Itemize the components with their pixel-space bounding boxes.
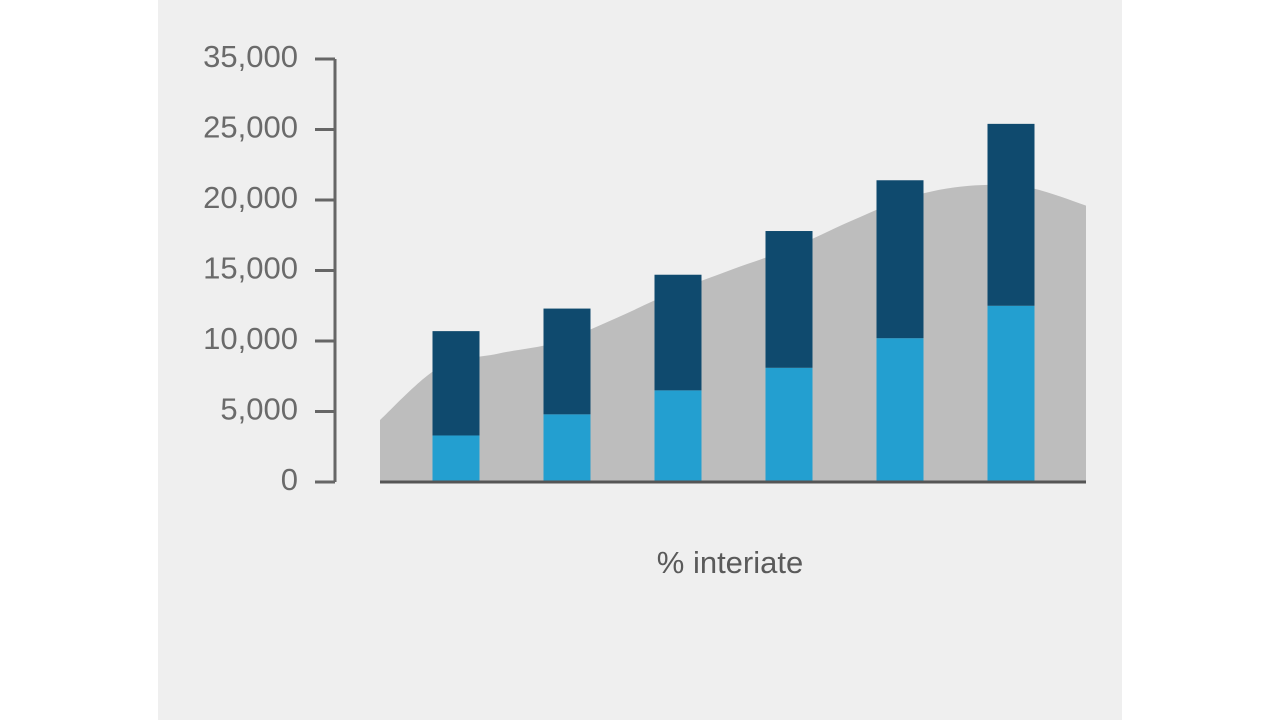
bar-segment — [876, 180, 924, 339]
bar-segment — [765, 231, 813, 368]
bar-segment — [543, 414, 591, 482]
x-axis-title: % interiate — [657, 545, 803, 580]
y-tick-label: 35,000 — [203, 39, 298, 74]
y-tick-label: 10,000 — [203, 321, 298, 356]
bar-segment — [432, 435, 480, 482]
bar-segment — [876, 338, 924, 482]
y-tick-label: 20,000 — [203, 180, 298, 215]
y-tick-label: 25,000 — [203, 110, 298, 145]
bar-segment — [654, 274, 702, 391]
bar-segment — [432, 331, 480, 436]
bar-segment — [654, 390, 702, 482]
y-tick-label: 0 — [281, 462, 298, 497]
bar-segment — [543, 308, 591, 415]
y-tick-label: 5,000 — [220, 392, 298, 427]
bar-segment — [765, 367, 813, 482]
bar-segment — [987, 123, 1035, 306]
y-tick-label: 15,000 — [203, 251, 298, 286]
bar-segment — [987, 305, 1035, 482]
